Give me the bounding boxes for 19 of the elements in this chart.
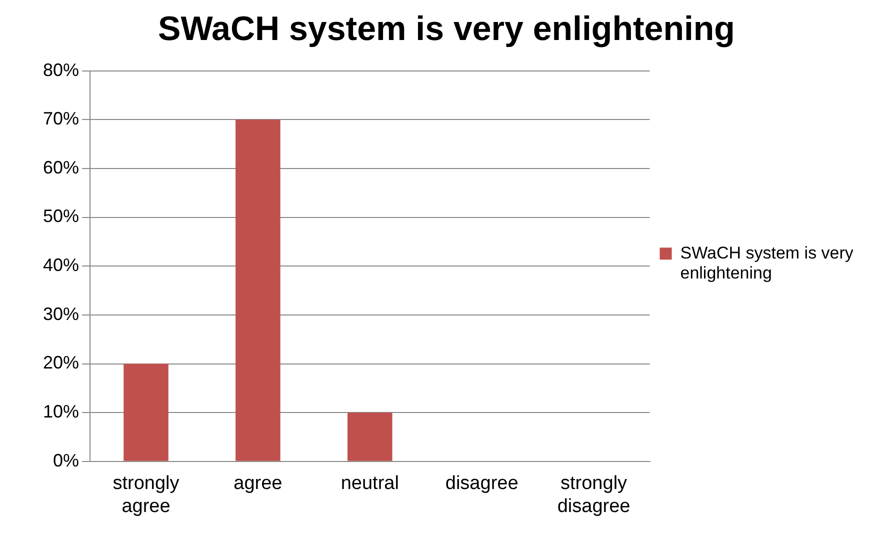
y-tick-label: 80%: [42, 60, 80, 80]
y-tick-label: 10%: [42, 402, 80, 422]
bar: [348, 412, 392, 461]
x-tick-label: strongly agree: [112, 473, 180, 517]
y-tick-label: 50%: [42, 206, 80, 226]
y-tick-label: 20%: [42, 352, 80, 373]
y-tick-label: 60%: [42, 157, 80, 178]
x-tick-label: agree: [234, 473, 282, 494]
legend-label: SWaCH system is very enlightening: [680, 243, 854, 283]
y-tick-label: 30%: [42, 304, 80, 324]
chart-title: SWaCH system is very enlightening: [158, 10, 735, 48]
bar: [124, 364, 168, 461]
x-tick-label: disagree: [445, 473, 518, 494]
x-tick-label: neutral: [340, 473, 399, 494]
bar: [236, 120, 280, 461]
x-tick-label: strongly disagree: [557, 473, 630, 517]
y-tick-label: 0%: [53, 450, 80, 470]
y-tick-label: 40%: [42, 255, 80, 276]
y-tick-label: 70%: [42, 108, 80, 129]
